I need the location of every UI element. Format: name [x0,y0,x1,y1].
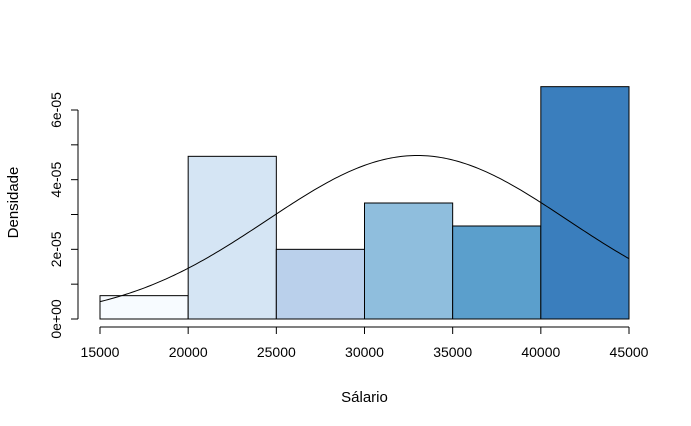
density-curve [99,155,630,303]
x-tick-label-4: 30000 [345,344,384,360]
x-tick-label-2: 20000 [169,344,208,360]
x-axis-title: Sálario [341,389,388,406]
x-tick-label-7: 45000 [610,344,649,360]
histogram-bars [99,86,630,320]
x-tick-label-5: 35000 [433,344,472,360]
x-tick-label-6: 40000 [521,344,560,360]
y-tick-label-7: 6e-05 [48,92,64,128]
histogram-bar-4 [364,202,454,320]
y-tick-label-1: 0e+00 [48,299,64,339]
histogram-bar-5 [452,225,542,320]
y-axis-title: Densidade [5,167,22,239]
x-axis: 15000 20000 25000 30000 35000 40000 45000 [81,326,649,360]
y-tick-label-3: 2e-05 [48,231,64,267]
y-tick-label-5: 4e-05 [48,162,64,198]
histogram-bar-1 [99,295,189,320]
x-tick-label-1: 15000 [81,344,120,360]
histogram-bar-3 [275,248,366,320]
y-axis: 0e+00 2e-05 4e-05 6e-05 [48,92,79,339]
histogram-bar-2 [187,155,277,320]
x-tick-label-3: 25000 [257,344,296,360]
histogram-bar-6 [540,86,630,320]
